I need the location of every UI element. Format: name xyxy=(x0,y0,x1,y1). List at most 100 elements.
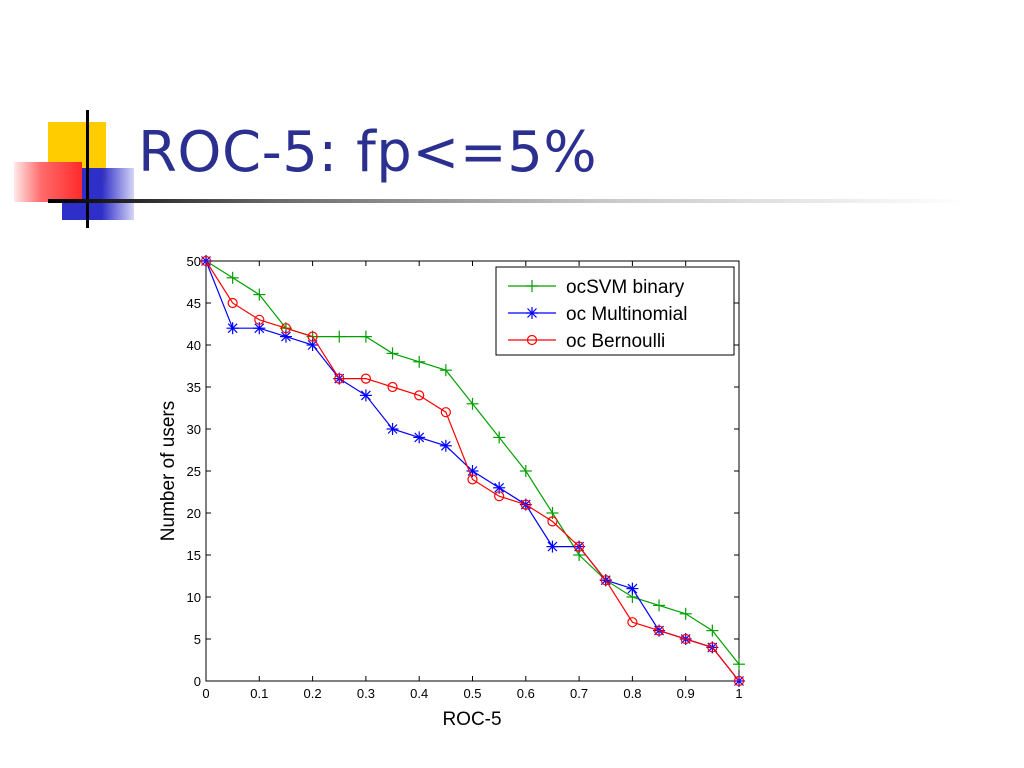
data-point-oc-bernoulli xyxy=(307,331,318,342)
data-point-ocsvm-binary xyxy=(226,271,239,284)
data-point-oc-bernoulli xyxy=(627,617,638,628)
marker-stroke xyxy=(440,407,451,418)
roc-chart: 0 0.1 0.2 0.3 0.4 0.5 0.6 0.7 0.8 0.9 105101520253… xyxy=(158,254,745,730)
y-tick-label: 45 xyxy=(187,296,201,311)
legend-entry-oc-bernoulli: oc Bernoulli xyxy=(508,331,665,352)
marker-stroke xyxy=(280,323,292,334)
data-point-ocsvm-binary xyxy=(359,330,372,343)
y-tick-label: 50 xyxy=(187,254,201,269)
data-point-oc-bernoulli xyxy=(254,314,265,325)
data-point-oc-multinomial xyxy=(359,389,372,402)
marker-stroke xyxy=(414,390,425,401)
data-point-oc-bernoulli xyxy=(494,491,505,502)
x-tick-label: 0.5 xyxy=(463,686,481,701)
x-tick-label: 0.3 xyxy=(357,686,375,701)
series-layer xyxy=(200,255,745,687)
data-point-oc-bernoulli xyxy=(547,516,558,527)
legend-label: oc Bernoulli xyxy=(566,331,665,352)
marker-stroke xyxy=(227,297,238,309)
data-point-ocsvm-binary xyxy=(386,347,399,360)
marker-stroke xyxy=(387,381,398,393)
marker-stroke xyxy=(200,255,212,267)
data-point-oc-multinomial xyxy=(439,439,452,452)
x-tick-label: 0.9 xyxy=(677,686,695,701)
data-point-oc-bernoulli xyxy=(574,541,585,552)
data-point-ocsvm-binary xyxy=(333,330,346,343)
x-tick-label: 0.8 xyxy=(623,686,641,701)
marker-stroke xyxy=(307,331,318,342)
data-point-ocsvm-binary xyxy=(733,658,745,671)
x-tick-label: 0.4 xyxy=(410,686,428,701)
marker-stroke xyxy=(547,516,558,527)
data-point-ocsvm-binary xyxy=(519,465,532,477)
legend: ocSVM binary oc Multinomial oc Bernoulli xyxy=(495,266,735,356)
axis-ticks: 0 0.1 0.2 0.3 0.4 0.5 0.6 0.7 0.8 0.9 105101520253… xyxy=(187,254,743,701)
x-tick-label: 1 xyxy=(735,686,742,701)
y-tick-label: 15 xyxy=(187,548,201,563)
data-point-oc-bernoulli xyxy=(280,323,292,334)
legend-label: oc Multinomial xyxy=(566,304,687,325)
x-tick-label: 0.6 xyxy=(517,686,535,701)
y-axis-label: Number of users xyxy=(158,401,179,541)
y-tick-label: 40 xyxy=(187,338,201,353)
data-point-ocsvm-binary xyxy=(439,364,452,377)
legend-marker xyxy=(526,334,538,346)
data-point-oc-multinomial xyxy=(626,582,639,595)
marker-stroke xyxy=(526,334,538,346)
data-point-oc-bernoulli xyxy=(200,255,212,267)
data-point-oc-bernoulli xyxy=(334,373,345,384)
data-point-oc-bernoulli xyxy=(707,642,718,653)
y-tick-label: 5 xyxy=(194,632,201,647)
y-tick-label: 25 xyxy=(187,464,201,479)
x-axis-label: ROC-5 xyxy=(442,709,501,730)
slide-title: ROC-5: fp<=5% xyxy=(138,120,598,185)
data-point-oc-bernoulli xyxy=(387,381,398,393)
legend-entry-oc-multinomial: oc Multinomial xyxy=(508,304,687,325)
legend-label: ocSVM binary xyxy=(566,277,685,298)
data-point-ocsvm-binary xyxy=(413,355,426,368)
legend-entry-ocsvm-binary: ocSVM binary xyxy=(508,277,685,298)
data-point-oc-multinomial xyxy=(226,322,239,335)
marker-stroke xyxy=(627,617,638,628)
legend-marker xyxy=(526,280,538,292)
data-point-ocsvm-binary xyxy=(653,599,666,612)
data-point-oc-bernoulli xyxy=(360,373,371,384)
data-point-oc-multinomial xyxy=(546,540,559,553)
marker-stroke xyxy=(600,575,611,586)
marker-stroke xyxy=(707,642,718,653)
marker-stroke xyxy=(733,675,745,687)
data-point-oc-bernoulli xyxy=(414,390,425,401)
data-point-ocsvm-binary xyxy=(493,431,506,444)
series-oc-bernoulli xyxy=(200,255,745,687)
data-point-oc-bernoulli xyxy=(680,633,691,645)
marker-stroke xyxy=(494,491,505,502)
marker-stroke xyxy=(360,373,371,384)
y-tick-label: 10 xyxy=(187,590,201,605)
data-point-ocsvm-binary xyxy=(253,288,266,301)
data-point-ocsvm-binary xyxy=(679,607,692,620)
y-tick-label: 0 xyxy=(194,674,201,689)
data-point-oc-bernoulli xyxy=(653,625,665,636)
data-point-oc-bernoulli xyxy=(600,575,611,586)
y-tick-label: 35 xyxy=(187,380,201,395)
data-point-oc-multinomial xyxy=(413,431,426,444)
legend-marker xyxy=(526,307,538,319)
marker-stroke xyxy=(467,474,478,485)
deco-vertical-line xyxy=(86,110,89,228)
marker-stroke xyxy=(574,541,585,552)
data-point-oc-bernoulli xyxy=(440,407,451,418)
marker-stroke xyxy=(680,633,691,645)
x-tick-label: 0.1 xyxy=(250,686,268,701)
marker-stroke xyxy=(520,499,531,510)
data-point-oc-multinomial xyxy=(386,423,399,435)
x-tick-label: 0 xyxy=(202,686,209,701)
y-tick-label: 20 xyxy=(187,506,201,521)
series-line-oc-bernoulli xyxy=(205,260,740,682)
data-point-oc-bernoulli xyxy=(467,474,478,485)
y-tick-label: 30 xyxy=(187,422,201,437)
data-point-ocsvm-binary xyxy=(466,397,479,410)
data-point-oc-bernoulli xyxy=(733,675,745,687)
data-point-ocsvm-binary xyxy=(706,624,719,637)
deco-red-square xyxy=(14,162,82,202)
marker-stroke xyxy=(653,625,665,636)
